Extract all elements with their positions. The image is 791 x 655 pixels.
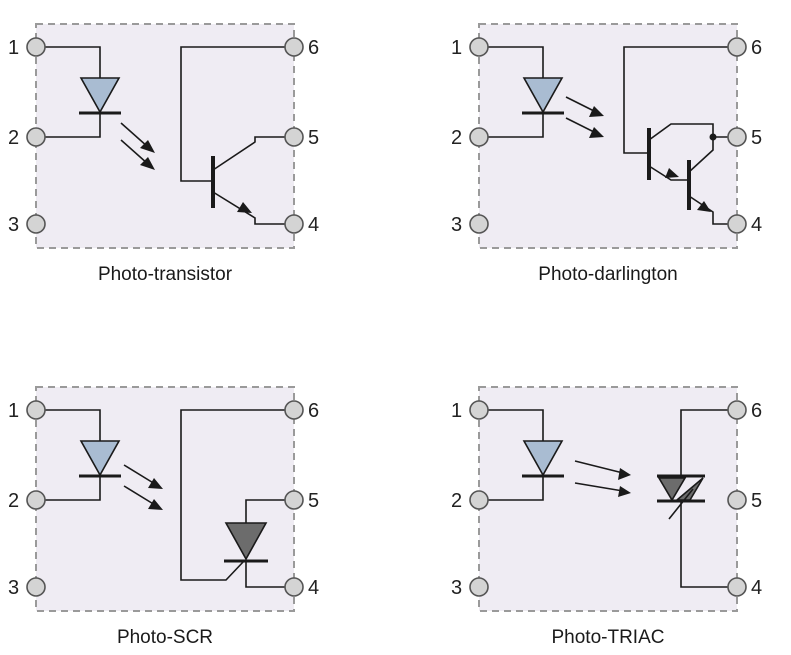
caption-photo-triac: Photo-TRIAC	[552, 627, 665, 648]
led-anode-wire	[45, 46, 101, 78]
device-photo-transistor	[26, 23, 304, 249]
emitter-wire	[212, 191, 285, 225]
light-arrows-icon	[123, 464, 163, 510]
pin-number-label: 1	[8, 37, 19, 59]
pin-numbers: 1 2 3 6 5 4 1 2 3 6 5 4 1 2 3 6 5 4 1 2 …	[8, 37, 762, 599]
device-photo-triac	[469, 386, 747, 612]
pin-number-label: 1	[451, 37, 462, 59]
pin-number-label: 6	[751, 37, 762, 59]
package-outline	[35, 386, 295, 612]
emitter-arrow-icon	[697, 201, 711, 212]
package-outline	[35, 23, 295, 249]
pin-number-label: 6	[308, 400, 319, 422]
led-cathode-wire	[45, 113, 101, 138]
base-wire	[180, 46, 285, 182]
device-photo-darlington	[469, 23, 747, 249]
caption-photo-darlington: Photo-darlington	[538, 264, 677, 285]
pin-number-label: 2	[8, 490, 19, 512]
device-photo-scr	[26, 386, 304, 612]
mt2-wire	[680, 409, 728, 476]
pin-number-label: 5	[308, 127, 319, 149]
package-outline	[478, 386, 738, 612]
led-icon	[79, 77, 121, 114]
emitter-arrow-icon	[665, 168, 679, 178]
pin-number-label: 4	[308, 577, 319, 599]
pin-number-label: 3	[451, 214, 462, 236]
mt1-wire	[680, 501, 728, 588]
pin-number-label: 4	[751, 214, 762, 236]
light-arrows-icon	[574, 460, 631, 497]
pin-number-label: 5	[751, 127, 762, 149]
pin-number-label: 4	[751, 577, 762, 599]
pin-number-label: 3	[8, 577, 19, 599]
pin-number-label: 6	[308, 37, 319, 59]
gate-wire	[180, 409, 285, 581]
light-arrows-icon	[565, 96, 604, 138]
triac-left-icon	[657, 477, 687, 502]
pin-number-label: 1	[451, 400, 462, 422]
cathode-wire	[245, 561, 285, 588]
led-icon	[522, 440, 564, 477]
pin-number-label: 1	[8, 400, 19, 422]
package-outline	[478, 23, 738, 249]
pin-number-label: 2	[451, 490, 462, 512]
led-icon	[522, 77, 564, 114]
led-icon	[79, 440, 121, 477]
pin-number-label: 3	[8, 214, 19, 236]
pin-number-label: 5	[308, 490, 319, 512]
light-arrows-icon	[120, 122, 155, 170]
pin-number-label: 2	[8, 127, 19, 149]
caption-photo-scr: Photo-SCR	[117, 627, 213, 648]
collector-wire	[212, 136, 285, 171]
caption-photo-transistor: Photo-transistor	[98, 264, 233, 285]
pin-number-label: 4	[308, 214, 319, 236]
scr-icon	[224, 522, 268, 561]
pin-number-label: 2	[451, 127, 462, 149]
pin-number-label: 6	[751, 400, 762, 422]
anode-wire	[245, 499, 285, 523]
pin-number-label: 3	[451, 577, 462, 599]
pin-number-label: 5	[751, 490, 762, 512]
emitter-arrow-icon	[237, 202, 252, 213]
